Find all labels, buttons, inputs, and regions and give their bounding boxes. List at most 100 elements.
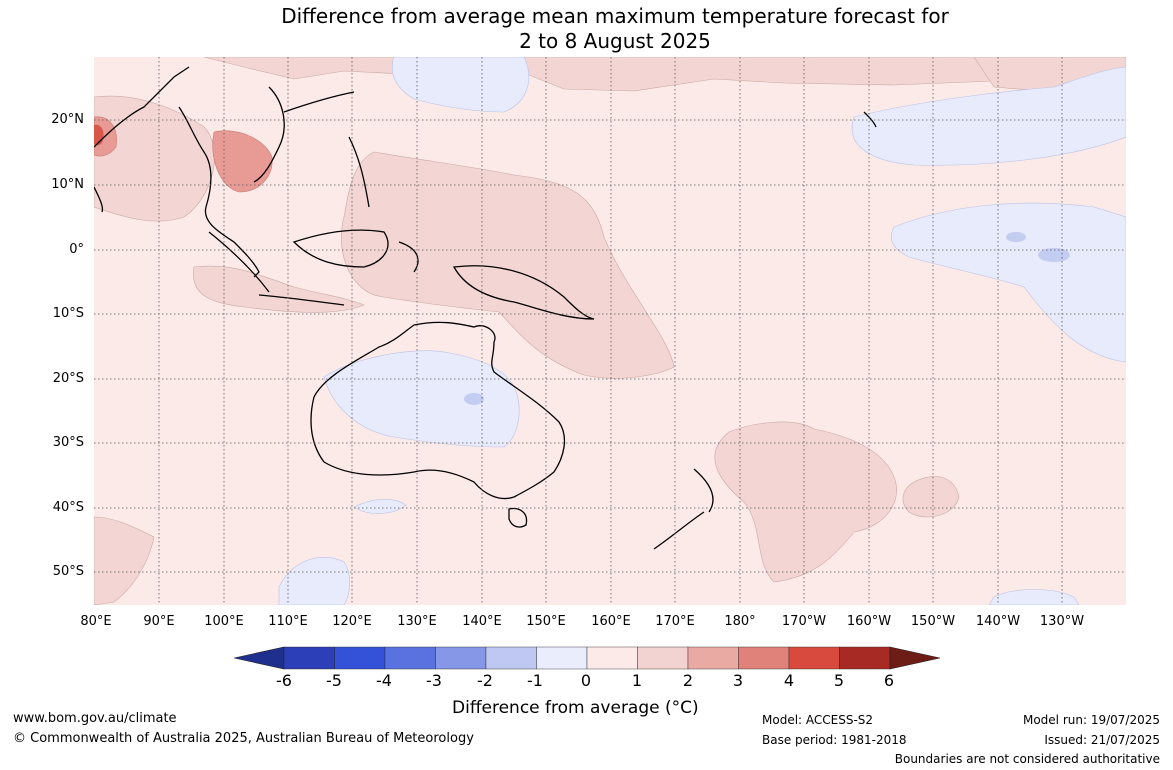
coast-borneo [292,229,389,268]
colorbar-label: Difference from average (°C) [452,698,699,718]
colorbar-arrow-right [889,646,940,670]
lon-label-100e: 100°E [204,614,244,629]
central-pacific-cool [890,202,1126,363]
coast-australia [310,321,566,500]
cbar-tick-6: 6 [883,671,895,690]
copyright-text: © Commonwealth of Australia 2025, Austra… [13,731,474,746]
colorbar-segment [334,646,386,670]
cbar-tick-2: 2 [682,671,694,690]
north-pacific-cool [851,66,1126,166]
cbar-tick-1: 1 [631,671,643,690]
lat-label-10n: 10°N [51,177,84,192]
lon-label-130w: 130°W [1039,614,1085,629]
cbar-tick-minus-4: -4 [376,671,392,690]
indochina-warm [94,95,215,222]
lon-label-110e: 110°E [268,614,308,629]
colorbar-segment [435,646,487,670]
issued-text: Issued: 21/07/2025 [1044,733,1160,747]
cbar-tick-minus-2: -2 [477,671,493,690]
tasman-warm [714,421,897,583]
model-text: Model: ACCESS-S2 [762,713,874,727]
chart-title: Difference from average mean maximum tem… [0,4,1173,54]
coast-tasmania [508,507,528,528]
colorbar [234,646,940,670]
cbar-tick-minus-6: -6 [276,671,292,690]
model-run-text: Model run: 19/07/2025 [1022,713,1160,727]
warm-anomaly-1-2 [94,57,1126,605]
bight-cool [353,498,407,514]
lat-label-10s: 10°S [52,306,84,321]
cool-anomaly-1-2 [464,232,1070,405]
cbar-tick-0: 0 [580,671,592,690]
lon-label-140w: 140°W [975,614,1021,629]
coast-sulawesi [398,241,419,273]
lon-label-150w: 150°W [910,614,956,629]
indochina-hot [212,130,273,193]
indian-ocean-warm [193,265,365,313]
cbar-tick-minus-1: -1 [527,671,543,690]
coastlines [94,66,877,550]
coast-india-bay [94,66,190,148]
lon-label-150e: 150°E [526,614,566,629]
colorbar-arrow-left [234,646,285,670]
lon-label-170w: 170°W [781,614,827,629]
disclaimer-text: Boundaries are not considered authoritat… [894,752,1160,766]
southern-indian-warm [94,516,155,605]
coast-hawaii [863,111,877,128]
lat-label-0: 0° [69,242,84,257]
colorbar-segment [788,646,840,670]
australia-cool [323,350,520,448]
cbar-tick-3: 3 [732,671,744,690]
lon-label-120e: 120°E [332,614,372,629]
coast-sumatra [208,231,270,293]
colorbar-segment [384,646,436,670]
pacific-cool-core-2 [1006,232,1026,242]
title-line-2: 2 to 8 August 2025 [519,29,711,53]
colorbar-segment [283,646,335,670]
lon-label-90e: 90°E [143,614,175,629]
coast-sri-lanka [94,186,104,213]
cbar-tick-minus-3: -3 [426,671,442,690]
lat-label-20s: 20°S [52,371,84,386]
coast-new-guinea [452,265,595,320]
south-east-cool [988,589,1080,605]
cbar-tick-minus-5: -5 [326,671,342,690]
colorbar-segment [637,646,689,670]
coast-peninsula [178,106,260,278]
lon-label-170e: 170°E [655,614,695,629]
base-period-text: Base period: 1981-2018 [762,733,907,747]
cbar-tick-4: 4 [783,671,795,690]
forecast-map [94,57,1126,605]
lon-label-140e: 140°E [462,614,502,629]
website-text: www.bom.gov.au/climate [13,711,177,726]
lon-label-130e: 130°E [397,614,437,629]
maritime-continent-warm [341,151,675,379]
lat-label-20n: 20°N [51,112,84,127]
lon-label-180: 180° [724,614,756,629]
australia-cool-core [464,393,484,405]
colorbar-segment [485,646,537,670]
lon-label-160w: 160°W [846,614,892,629]
graticule [94,57,1126,605]
lon-label-80e: 80°E [80,614,112,629]
coast-java [258,294,345,306]
lat-label-40s: 40°S [52,500,84,515]
coast-vietnam [253,86,285,183]
cool-anomaly-0-1 [278,57,1126,605]
colorbar-segment [738,646,790,670]
philippine-sea-cool [391,57,530,113]
lat-label-30s: 30°S [52,435,84,450]
pacific-warm-patch [902,476,960,518]
southern-cool [278,557,351,605]
coast-philippines [348,136,370,208]
lon-label-160e: 160°E [591,614,631,629]
lat-label-50s: 50°S [52,564,84,579]
colorbar-segment [839,646,891,670]
title-line-1: Difference from average mean maximum tem… [281,4,949,28]
coast-china [283,91,355,113]
coast-nz-south [653,511,705,550]
map-svg [94,57,1126,605]
colorbar-segment [687,646,739,670]
colorbar-segment [536,646,588,670]
colorbar-segment [586,646,638,670]
